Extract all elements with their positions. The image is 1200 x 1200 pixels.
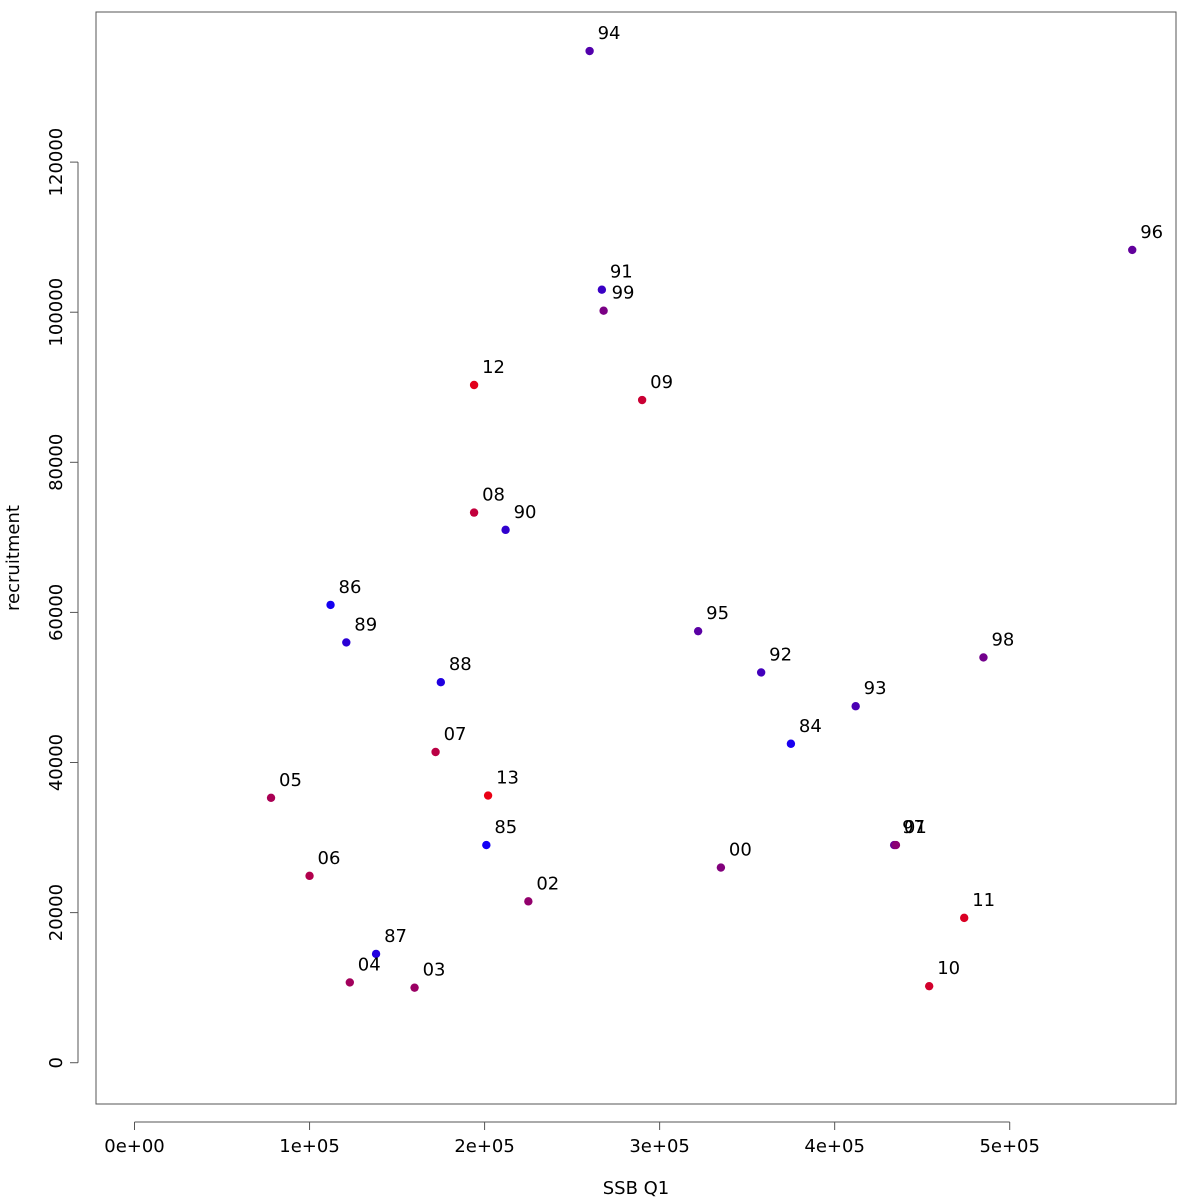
- point-label-07: 07: [444, 724, 467, 745]
- data-point-10: [924, 981, 934, 991]
- y-tick-label: 60000: [46, 584, 67, 641]
- y-tick-label: 20000: [46, 884, 67, 941]
- point-label-06: 06: [318, 848, 341, 869]
- data-point-87: [371, 949, 381, 959]
- data-point-96: [1128, 245, 1137, 255]
- x-tick-label: 4e+05: [804, 1136, 865, 1157]
- data-point-85: [482, 840, 491, 850]
- data-point-13: [483, 791, 493, 800]
- point-label-13: 13: [496, 768, 519, 789]
- data-point-88: [436, 678, 446, 687]
- x-tick-label: 0e+00: [104, 1136, 165, 1157]
- data-point-98: [979, 653, 988, 662]
- point-label-08: 08: [482, 485, 505, 506]
- point-label-84: 84: [799, 716, 822, 737]
- point-label-00: 00: [729, 840, 752, 861]
- point-label-91: 91: [610, 262, 633, 283]
- point-label-03: 03: [423, 960, 446, 981]
- data-point-06: [305, 871, 314, 881]
- data-point-95: [693, 626, 703, 636]
- data-point-91: [597, 285, 607, 294]
- point-label-96: 96: [1140, 222, 1163, 243]
- point-label-94: 94: [598, 23, 621, 44]
- point-label-12: 12: [482, 357, 505, 378]
- point-labels: 84 85 86 87 88 89 90 91 92 93 94 95 96 97 98 99 00 01 02 03…: [279, 23, 1163, 981]
- point-label-89: 89: [354, 614, 377, 635]
- data-point-99: [599, 306, 608, 315]
- point-label-05: 05: [279, 770, 302, 791]
- point-label-85: 85: [494, 817, 517, 838]
- data-point-03: [410, 983, 419, 992]
- point-label-02: 02: [536, 873, 559, 894]
- data-point-84: [786, 739, 796, 748]
- point-label-09: 09: [650, 372, 673, 393]
- y-axis-title: recruitment: [3, 505, 24, 611]
- y-tick-label: 80000: [46, 434, 67, 491]
- x-tick-label: 5e+05: [979, 1136, 1040, 1157]
- data-point-93: [851, 702, 860, 711]
- data-point-86: [326, 600, 335, 610]
- data-point-05: [266, 793, 276, 802]
- point-label-93: 93: [864, 678, 887, 699]
- point-label-10: 10: [937, 958, 960, 979]
- x-tick-label: 2e+05: [454, 1136, 515, 1157]
- plot-frame: [95, 11, 1177, 1105]
- x-tick-label: 1e+05: [279, 1136, 340, 1157]
- data-point-94: [585, 46, 594, 56]
- x-tick-label: 3e+05: [629, 1136, 690, 1157]
- data-point-04: [345, 978, 355, 987]
- data-point-09: [637, 395, 647, 405]
- data-point-01: [891, 840, 901, 850]
- point-label-86: 86: [339, 577, 362, 598]
- point-label-87: 87: [384, 926, 407, 947]
- point-label-97: 97: [902, 817, 925, 838]
- point-label-90: 90: [514, 502, 537, 523]
- point-label-11: 11: [972, 890, 995, 911]
- y-tick-label: 100000: [46, 278, 67, 347]
- y-axis: 0 20000 40000 60000 80000 100000 120000: [46, 128, 79, 1068]
- data-point-07: [431, 747, 440, 757]
- point-label-01: 01: [904, 817, 927, 838]
- x-axis: 0e+00 1e+05 2e+05 3e+05 4e+05 5e+05: [104, 1121, 1040, 1157]
- y-tick-label: 0: [46, 1057, 67, 1068]
- data-point-90: [501, 525, 510, 535]
- data-point-12: [469, 380, 479, 390]
- data-point-89: [342, 638, 351, 647]
- point-label-98: 98: [991, 629, 1014, 650]
- point-label-92: 92: [769, 644, 792, 665]
- data-point-08: [469, 508, 479, 517]
- y-tick-label: 40000: [46, 734, 67, 791]
- data-point-02: [524, 897, 533, 906]
- data-point-92: [756, 668, 766, 677]
- data-point-00: [716, 863, 726, 872]
- y-tick-label: 120000: [46, 128, 67, 197]
- point-label-95: 95: [706, 603, 729, 624]
- point-label-04: 04: [358, 954, 381, 975]
- data-point-11: [960, 913, 969, 923]
- x-axis-title: SSB Q1: [603, 1178, 670, 1199]
- data-points: [266, 46, 1137, 992]
- point-label-99: 99: [612, 283, 635, 304]
- point-label-88: 88: [449, 654, 472, 675]
